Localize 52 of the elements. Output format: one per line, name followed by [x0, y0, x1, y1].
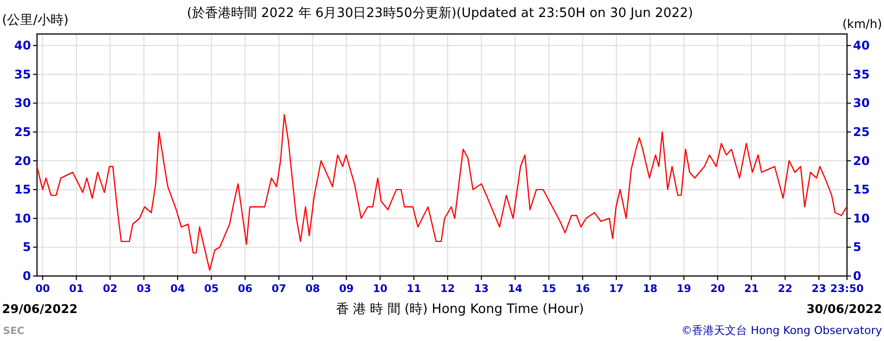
x-tick-label: 07 [272, 283, 286, 295]
y-tick-label: 5 [22, 240, 31, 254]
x-axis-title: 香 港 時 間 (時) Hong Kong Time (Hour) [336, 302, 584, 317]
y2-tick-label: 25 [853, 124, 870, 139]
y-tick-label: 25 [14, 124, 31, 139]
y2-tick-label: 15 [853, 182, 870, 197]
text: 29/06/2022 [2, 302, 78, 316]
y-tick-label: 0 [22, 269, 31, 283]
y-tick-label: 10 [14, 211, 31, 226]
y2-tick-label: 20 [853, 154, 870, 168]
y-axis-title: (公里/小時) [2, 13, 69, 28]
x-tick-label: 17 [609, 283, 624, 295]
x-tick-label: 06 [238, 283, 252, 295]
y-tick-label: 40 [14, 38, 31, 53]
x-tick-label: 03 [136, 283, 152, 295]
chart-title: (於香港時間 2022 年 6月30日23時50分更新)(Updated at 23:50H on 30 Jun 2022) [186, 6, 694, 21]
x-tick-label: 14 [508, 283, 522, 295]
y2-tick-label: 0 [853, 269, 862, 283]
x-tick-label: 20 [710, 283, 725, 295]
x-tick-label: 05 [204, 283, 219, 295]
text: ©香港天文台 Hong Kong Observatory [681, 324, 882, 337]
y2-tick-label: 30 [853, 96, 870, 110]
x-tick-label: 15 [542, 283, 556, 295]
x-tick-label: 09 [339, 283, 354, 295]
x-tick-label: 01 [69, 283, 84, 295]
y-tick-label: 15 [14, 182, 31, 197]
y2-axis-title: (km/h) [842, 17, 882, 31]
x-tick-label: 23 [812, 283, 826, 295]
x-tick-label: 02 [102, 283, 118, 295]
x-tick-label: 10 [372, 283, 388, 295]
x-tick-label: 21 [744, 283, 759, 295]
x-tick-label: 11 [406, 283, 422, 295]
y-tick-label: 20 [14, 154, 31, 168]
x-tick-label: 13 [474, 283, 489, 295]
x-tick-label: 19 [676, 283, 692, 295]
x-tick-label: 18 [642, 283, 658, 295]
x-tick-label: 22 [778, 283, 792, 295]
x-tick-label: 16 [575, 283, 590, 295]
x-tick-label: 08 [305, 283, 320, 295]
y2-tick-label: 5 [853, 240, 862, 254]
line-series [36, 114, 848, 271]
x-tick-label: 12 [440, 283, 455, 295]
x-tick-label: 04 [170, 283, 185, 295]
y-tick-label: 30 [14, 96, 31, 110]
text: 30/06/2022 [806, 302, 882, 316]
y2-tick-label: 40 [853, 38, 870, 53]
y2-tick-label: 10 [853, 211, 870, 226]
y2-tick-label: 35 [853, 67, 870, 82]
y-tick-label: 35 [14, 67, 31, 82]
x-tick-label: 00 [35, 283, 50, 295]
x-tick-label: 23:50 [830, 283, 864, 295]
text: SEC [3, 326, 24, 337]
